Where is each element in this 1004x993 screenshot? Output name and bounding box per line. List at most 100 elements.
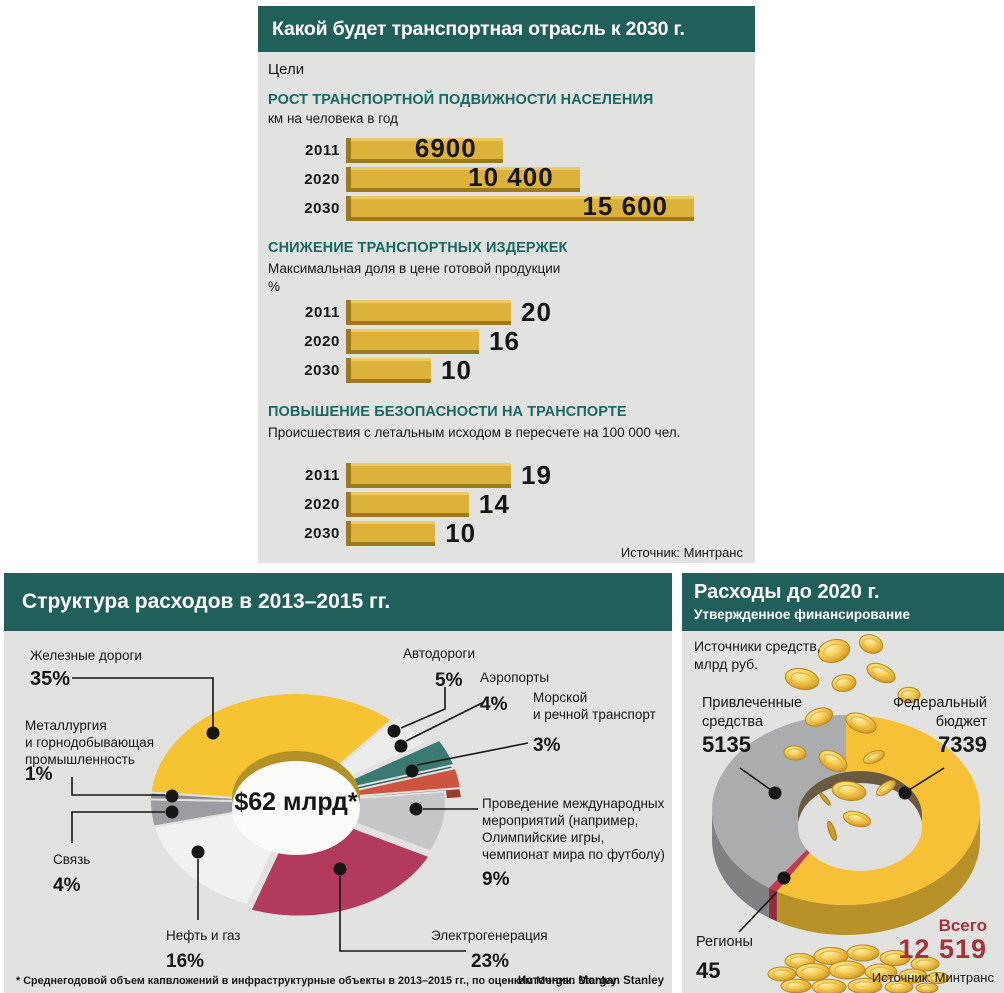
bar-rows: 2011 19 2020 14 2030 10: [268, 460, 755, 548]
goal-sections: РОСТ ТРАНСПОРТНОЙ ПОДВИЖНОСТИ НАСЕЛЕНИЯ к…: [258, 91, 755, 548]
spending-unit: Источники средств, млрд руб.: [694, 638, 821, 672]
year-label: 2030: [304, 362, 340, 379]
bar-value: 15 600: [582, 191, 668, 221]
callout-dot: [387, 724, 401, 738]
bar-row: 2020 16: [276, 326, 755, 356]
coin-icon: [876, 780, 896, 796]
slice-pct: 3%: [533, 735, 561, 756]
goal-section-safety: ПОВЫШЕНИЕ БЕЗОПАСНОСТИ НА ТРАНСПОРТЕ Прои…: [268, 403, 755, 548]
spending-subtitle: Утвержденное финансирование: [694, 607, 910, 622]
coin-icon: [767, 966, 797, 982]
callout-line: [416, 742, 529, 766]
goals-title: Какой будет транспортная отрасль к 2030 …: [258, 6, 755, 52]
coin-icon: [897, 686, 921, 704]
callout-dot: [409, 802, 423, 816]
callout-line: [71, 777, 165, 796]
bar-row: 2030 10: [276, 355, 755, 385]
goal-section-costs: СНИЖЕНИЕ ТРАНСПОРТНЫХ ИЗДЕРЖЕК Максимальн…: [268, 239, 755, 385]
callout-dot: [405, 764, 419, 778]
coin-icon: [804, 707, 834, 727]
panel-spending: Расходы до 2020 г. Утвержденное финансир…: [682, 573, 1004, 993]
structure-title: Структура расходов в 2013–2015 гг.: [4, 573, 672, 631]
year-label: 2030: [304, 525, 340, 542]
bar-row: 2020 14: [276, 489, 755, 519]
coin-icon: [846, 944, 880, 962]
slice-value: 7339: [938, 732, 987, 757]
slice-label: Железные дороги: [30, 648, 142, 663]
spending-source: Источник: Минтранс: [871, 970, 994, 985]
goal-section-mobility: РОСТ ТРАНСПОРТНОЙ ПОДВИЖНОСТИ НАСЕЛЕНИЯ к…: [268, 91, 755, 223]
bar: [346, 463, 511, 488]
bar-value: 19: [521, 460, 552, 490]
slice-pct: 23%: [471, 951, 510, 972]
bar: [346, 358, 431, 383]
spending-donut-chart: [712, 634, 980, 993]
panel-goals: Какой будет транспортная отрасль к 2030 …: [258, 6, 755, 563]
bar: 10 400: [346, 162, 580, 192]
coin-icon: [811, 978, 847, 993]
section-subtitle: Максимальная доля в цене готовой продукц…: [268, 261, 561, 276]
section-subtitle: Происшествия с летальным исходом в перес…: [268, 425, 681, 440]
slice-pct: 4%: [53, 875, 81, 896]
spending-header: Расходы до 2020 г. Утвержденное финансир…: [682, 573, 1004, 631]
pie-slice-2: [712, 715, 846, 888]
bar: 6900: [346, 133, 503, 163]
bar: [346, 492, 469, 517]
slice-pct: 5%: [435, 670, 463, 691]
bar-value: 16: [489, 326, 520, 356]
coin-icon: [795, 963, 831, 981]
bar-row: 2011 20: [276, 297, 755, 327]
slice-label: Привлеченные средства: [702, 695, 803, 730]
coin-icon: [864, 963, 898, 981]
callout-line: [71, 811, 165, 843]
year-label: 2020: [304, 171, 340, 188]
callout-line: [400, 687, 446, 729]
panel-structure: Структура расходов в 2013–2015 гг. $62 м…: [4, 573, 672, 993]
bar-row: 2020 10 400: [276, 162, 755, 194]
bar-row: 2011 19: [276, 460, 755, 490]
callout-dot: [165, 805, 179, 819]
section-unit: км на человека в год: [268, 111, 398, 126]
total-label: Всего: [938, 916, 987, 935]
structure-footnote: * Среднегодовой объем капвложений в инфр…: [16, 975, 617, 987]
bar-value: 10 400: [468, 162, 554, 192]
goals-source: Источник: Минтранс: [620, 545, 743, 560]
spending-title: Расходы до 2020 г.: [694, 581, 880, 603]
coin-icon: [819, 792, 831, 806]
bar: [346, 329, 479, 354]
callout-dot: [206, 726, 220, 740]
coin-icon: [780, 978, 812, 993]
coin-icon: [827, 821, 837, 841]
callout-dot: [165, 789, 179, 803]
slice-label: Связь: [53, 852, 91, 867]
structure-donut-chart: [71, 677, 529, 952]
coin-icon: [783, 745, 807, 761]
coin-icon: [926, 972, 950, 984]
callout-line: [339, 876, 466, 952]
bar-value: 14: [478, 489, 510, 519]
section-heading: СНИЖЕНИЕ ТРАНСПОРТНЫХ ИЗДЕРЖЕК: [268, 240, 568, 256]
coin-icon: [828, 960, 866, 980]
total-value: 12 519: [898, 934, 987, 964]
callout-dot: [768, 786, 782, 800]
section-unit: %: [268, 279, 281, 294]
bar: [346, 521, 436, 546]
slice-label: Автодороги: [403, 646, 475, 661]
slice-pct: 4%: [480, 694, 508, 715]
slice-label: Федеральный бюджет: [893, 695, 987, 730]
slice-pct: 35%: [30, 668, 71, 690]
callout-dot: [333, 862, 347, 876]
callout-dot: [777, 871, 791, 885]
structure-body: $62 млрд* Железные дороги 35% Автодороги 5%…: [4, 631, 672, 993]
coin-icon: [915, 982, 939, 993]
bar-value: 10: [445, 518, 477, 548]
pie-slice-side: [712, 810, 770, 918]
callout-line: [738, 891, 778, 933]
callout-line: [908, 767, 945, 791]
section-heading: ПОВЫШЕНИЕ БЕЗОПАСНОСТИ НА ТРАНСПОРТЕ: [268, 404, 627, 420]
coin-icon: [842, 810, 872, 828]
year-label: 2030: [304, 200, 340, 217]
slice-label: Металлургия и горнодобывающая промышленн…: [25, 718, 155, 767]
structure-source: Источник: Morgan Stanley: [518, 975, 664, 987]
